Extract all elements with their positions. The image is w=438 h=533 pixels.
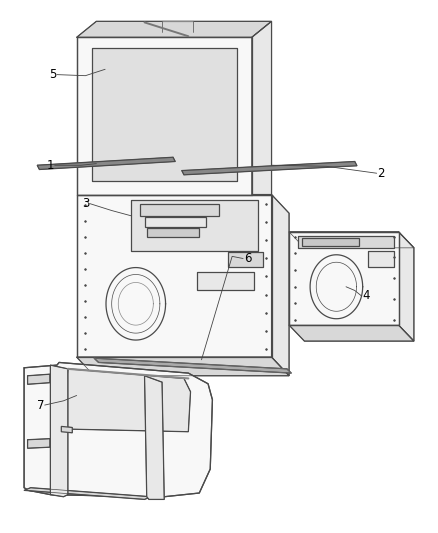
Polygon shape [24, 488, 151, 499]
Polygon shape [131, 200, 258, 251]
Polygon shape [182, 161, 357, 175]
Text: 4: 4 [362, 289, 370, 302]
Polygon shape [399, 232, 414, 341]
Text: 6: 6 [244, 252, 251, 265]
Polygon shape [252, 21, 272, 195]
Polygon shape [77, 37, 252, 195]
Text: 3: 3 [82, 197, 89, 210]
Polygon shape [298, 236, 394, 248]
Polygon shape [289, 232, 414, 248]
Polygon shape [145, 376, 164, 499]
Polygon shape [61, 426, 72, 433]
Polygon shape [77, 195, 272, 357]
Polygon shape [37, 157, 175, 169]
Text: 5: 5 [49, 68, 56, 81]
Text: 2: 2 [377, 167, 385, 180]
Polygon shape [302, 238, 359, 246]
Polygon shape [228, 252, 263, 266]
Polygon shape [368, 251, 394, 266]
Polygon shape [94, 358, 291, 373]
Text: 1: 1 [46, 159, 54, 172]
Polygon shape [28, 439, 50, 448]
Polygon shape [28, 374, 50, 384]
Polygon shape [289, 232, 399, 325]
Polygon shape [24, 362, 212, 498]
Polygon shape [145, 217, 206, 227]
Polygon shape [197, 272, 254, 290]
Polygon shape [50, 365, 68, 497]
Polygon shape [64, 369, 191, 432]
Polygon shape [272, 195, 289, 376]
Polygon shape [92, 48, 237, 181]
Polygon shape [140, 204, 219, 216]
Polygon shape [77, 21, 272, 37]
Polygon shape [77, 357, 289, 376]
Polygon shape [289, 325, 414, 341]
Polygon shape [147, 228, 199, 237]
Text: 7: 7 [36, 399, 44, 411]
